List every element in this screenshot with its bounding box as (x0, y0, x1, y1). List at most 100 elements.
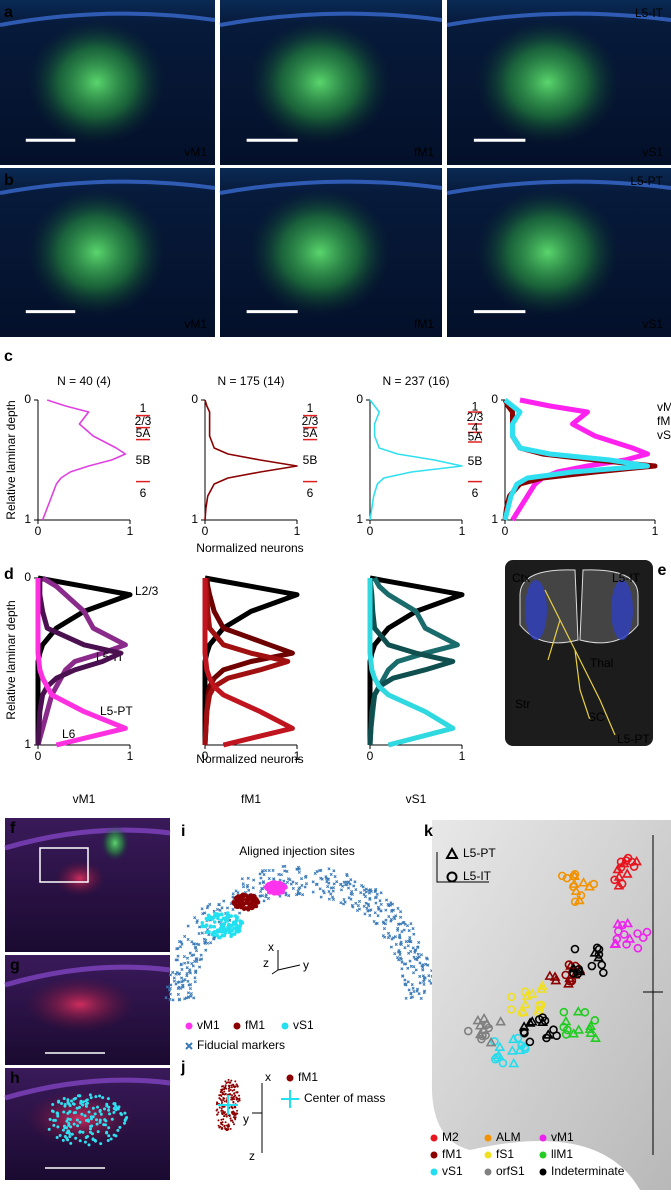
injection-point (236, 927, 240, 931)
fiducial-marker (258, 881, 262, 885)
fiducial-marker (403, 978, 407, 982)
profile-line (502, 398, 650, 521)
fiducial-marker (262, 873, 266, 877)
cell-dot (115, 1106, 119, 1110)
fiducial-marker (259, 894, 263, 898)
fiducial-marker (267, 868, 271, 873)
fiducial-marker (331, 895, 335, 899)
fiducial-marker (193, 916, 197, 920)
fiducial-marker (393, 952, 397, 956)
fiducial-marker (359, 891, 363, 895)
cell-dot (63, 1126, 67, 1130)
fiducial-marker (421, 968, 425, 972)
fiducial-marker (418, 981, 422, 985)
fiducial-marker (427, 974, 431, 978)
cell-dot (66, 1111, 70, 1115)
profile-line (35, 578, 124, 746)
fiducial-marker (294, 881, 299, 885)
cell-dot (99, 1142, 103, 1146)
cell-dot (62, 1110, 66, 1114)
fiducial-marker (422, 982, 426, 986)
fiducial-marker (377, 907, 381, 911)
cell-dot (68, 1134, 72, 1138)
fiducial-marker (203, 911, 207, 915)
cell-marker (561, 970, 571, 980)
neuron-point (220, 1118, 223, 1121)
neuron-point (229, 1127, 232, 1130)
cell-marker (463, 1026, 473, 1036)
cortex-edge (4, 964, 171, 988)
cell-dot (48, 1117, 52, 1121)
injection-point (234, 923, 239, 927)
legend-entry: fM1 (245, 1018, 265, 1032)
profile-line (35, 575, 128, 746)
fiducial-marker (374, 901, 378, 905)
fiducial-marker (194, 970, 198, 974)
fiducial-marker (188, 951, 192, 955)
neuron-point (227, 1078, 230, 1081)
fiducial-marker (185, 956, 190, 960)
fiducial-marker (296, 865, 301, 869)
cell-dot (87, 1143, 91, 1147)
cell-dot (69, 1141, 73, 1145)
area-caption: vS1 (406, 792, 427, 806)
fiducial-marker (417, 992, 421, 996)
labeled-neurons (27, 19, 166, 146)
panel-label: i (181, 823, 185, 840)
cell-dot (125, 1116, 129, 1120)
x-axis-label: Normalized neurons (196, 541, 303, 555)
y-tick-label: 0 (491, 392, 498, 406)
fiducial-marker (418, 961, 422, 965)
layer-label: 5B (136, 453, 151, 467)
x-tick-label: 0 (502, 524, 509, 538)
y-tick-label: 0 (24, 392, 31, 406)
fiducial-marker (263, 869, 268, 873)
fiducial-marker (421, 965, 425, 969)
area-label: vM1 (184, 317, 207, 331)
neuron-point (215, 1109, 218, 1112)
fiducial-marker (353, 880, 357, 884)
injection-site (25, 1090, 135, 1147)
neuron-point (221, 1088, 224, 1091)
x-tick-label: 1 (459, 524, 466, 538)
fiducial-marker (204, 938, 208, 942)
cell-marker (526, 988, 538, 998)
fiducial-marker (264, 895, 268, 899)
fiducial-marker (333, 875, 337, 879)
cell-marker (485, 1036, 497, 1047)
fiducial-marker (398, 952, 402, 957)
fiducial-marker (417, 940, 421, 944)
cell-marker (481, 1031, 490, 1040)
cell-marker (633, 929, 642, 938)
fiducial-marker (332, 882, 336, 886)
cell-dot (87, 1110, 91, 1114)
fiducial-marker (194, 949, 199, 953)
injection-point (213, 911, 217, 916)
area-label: vS1 (642, 145, 663, 159)
cell-marker (562, 873, 572, 883)
fiducial-marker (389, 945, 393, 949)
fiducial-marker (176, 986, 180, 990)
region-label: Ctx (512, 571, 530, 585)
cell-dot (95, 1122, 99, 1126)
legend-marker (430, 1168, 438, 1176)
fiducial-marker (217, 903, 221, 907)
neuron-point (230, 1079, 233, 1082)
neuron-point (233, 1095, 236, 1098)
labeled-neurons (248, 19, 391, 146)
legend-entry: Center of mass (304, 1091, 385, 1105)
fiducial-marker (186, 979, 190, 983)
cell-dot (66, 1098, 70, 1102)
fiducial-marker (404, 962, 408, 966)
x-tick-label: 0 (202, 749, 209, 763)
fiducial-marker (357, 899, 362, 903)
fiducial-marker (414, 968, 418, 972)
neuron-point (223, 1097, 226, 1100)
fiducial-marker (342, 902, 346, 906)
layer-label: 5A (136, 426, 151, 440)
fiducial-marker (186, 924, 190, 928)
cell-dot (74, 1136, 78, 1140)
panel-label: g (10, 957, 20, 974)
cell-marker (584, 1023, 596, 1034)
